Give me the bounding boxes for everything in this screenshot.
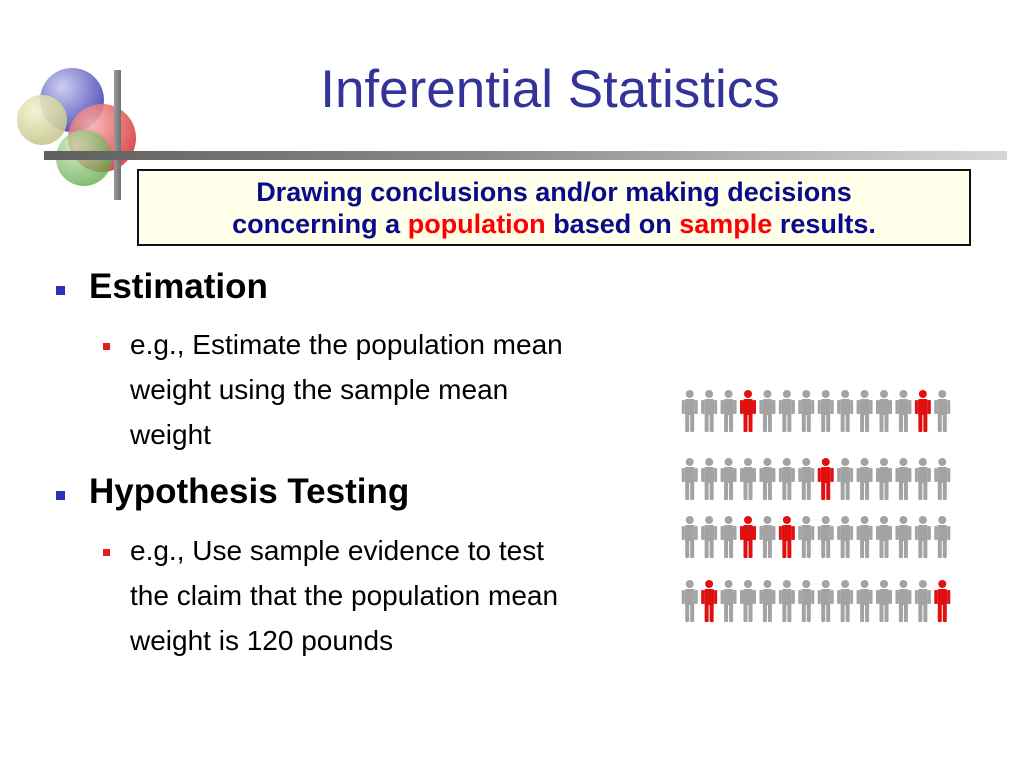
person-icon xyxy=(934,516,951,558)
sampled-person-icon xyxy=(740,516,756,558)
definition-line-1: Drawing conclusions and/or making decisi… xyxy=(256,177,852,207)
bullet-square-icon xyxy=(56,286,65,295)
person-icon xyxy=(798,580,815,622)
person-icon xyxy=(740,580,756,622)
person-icon xyxy=(876,580,892,622)
vertical-divider xyxy=(114,70,121,200)
person-icon xyxy=(778,390,795,432)
bullet-square-icon xyxy=(56,491,65,500)
person-icon xyxy=(778,458,795,500)
person-icon xyxy=(759,580,776,622)
person-icon xyxy=(837,390,854,432)
person-icon xyxy=(876,390,892,432)
person-icon xyxy=(759,390,776,432)
person-icon xyxy=(701,516,718,558)
person-icon xyxy=(856,390,873,432)
definition-text: results. xyxy=(779,209,876,239)
slide-title: Inferential Statistics xyxy=(320,60,780,119)
hypothesis-testing-heading: Hypothesis Testing xyxy=(89,472,410,511)
logo-yellow-circle xyxy=(17,95,67,145)
text-line: e.g., Use sample evidence to test xyxy=(130,535,544,566)
text-line: weight xyxy=(130,419,211,450)
person-icon xyxy=(798,458,815,500)
person-icon xyxy=(837,458,854,500)
person-icon xyxy=(798,516,815,558)
sub-bullet-square-icon xyxy=(103,343,110,350)
person-icon xyxy=(856,516,873,558)
person-icon xyxy=(759,458,776,500)
person-icon xyxy=(876,458,892,500)
person-icon xyxy=(701,390,718,432)
text-line: weight is 120 pounds xyxy=(130,625,394,656)
person-icon xyxy=(720,516,737,558)
person-icon xyxy=(759,516,776,558)
sampled-person-icon xyxy=(778,516,795,558)
definition-text: based on xyxy=(553,209,672,239)
person-icon xyxy=(837,516,854,558)
person-icon xyxy=(681,390,698,432)
person-icon xyxy=(681,516,698,558)
estimation-example: e.g., Estimate the population mean weigh… xyxy=(130,322,670,457)
person-icon xyxy=(740,458,756,500)
person-icon xyxy=(817,580,834,622)
hypothesis-example: e.g., Use sample evidence to test the cl… xyxy=(130,528,670,663)
person-icon xyxy=(895,458,912,500)
person-icon xyxy=(934,458,951,500)
person-icon xyxy=(895,390,912,432)
person-icon xyxy=(778,580,795,622)
person-icon xyxy=(914,458,931,500)
person-icon xyxy=(895,580,912,622)
overlapping-circles-logo-icon xyxy=(14,62,154,204)
estimation-heading: Estimation xyxy=(89,267,268,306)
horizontal-divider xyxy=(44,151,1007,160)
person-icon xyxy=(856,580,873,622)
person-icon xyxy=(681,458,698,500)
sampled-person-icon xyxy=(934,580,951,622)
sampled-person-icon xyxy=(740,390,756,432)
sub-bullet-square-icon xyxy=(103,549,110,556)
person-icon xyxy=(720,580,737,622)
definition-box: Drawing conclusions and/or making decisi… xyxy=(137,169,971,246)
sampled-person-icon xyxy=(914,390,931,432)
person-icon xyxy=(817,516,834,558)
text-line: weight using the sample mean xyxy=(130,374,509,405)
person-icon xyxy=(720,458,737,500)
definition-text: concerning a xyxy=(232,209,401,239)
sampled-person-icon xyxy=(817,458,834,500)
text-line: e.g., Estimate the population mean xyxy=(130,329,563,360)
person-icon xyxy=(934,390,951,432)
person-icon xyxy=(914,580,931,622)
population-sample-illustration xyxy=(680,384,952,626)
person-icon xyxy=(914,516,931,558)
person-icon xyxy=(837,580,854,622)
person-icon xyxy=(856,458,873,500)
sample-highlight: sample xyxy=(679,209,773,239)
text-line: the claim that the population mean xyxy=(130,580,559,611)
person-icon xyxy=(701,458,718,500)
person-icon xyxy=(681,580,698,622)
person-icon xyxy=(895,516,912,558)
person-icon xyxy=(720,390,737,432)
person-icon xyxy=(817,390,834,432)
definition-line-2: concerning a population based on sample … xyxy=(139,208,969,240)
person-icon xyxy=(876,516,892,558)
sampled-person-icon xyxy=(701,580,718,622)
population-highlight: population xyxy=(407,209,546,239)
person-icon xyxy=(798,390,815,432)
